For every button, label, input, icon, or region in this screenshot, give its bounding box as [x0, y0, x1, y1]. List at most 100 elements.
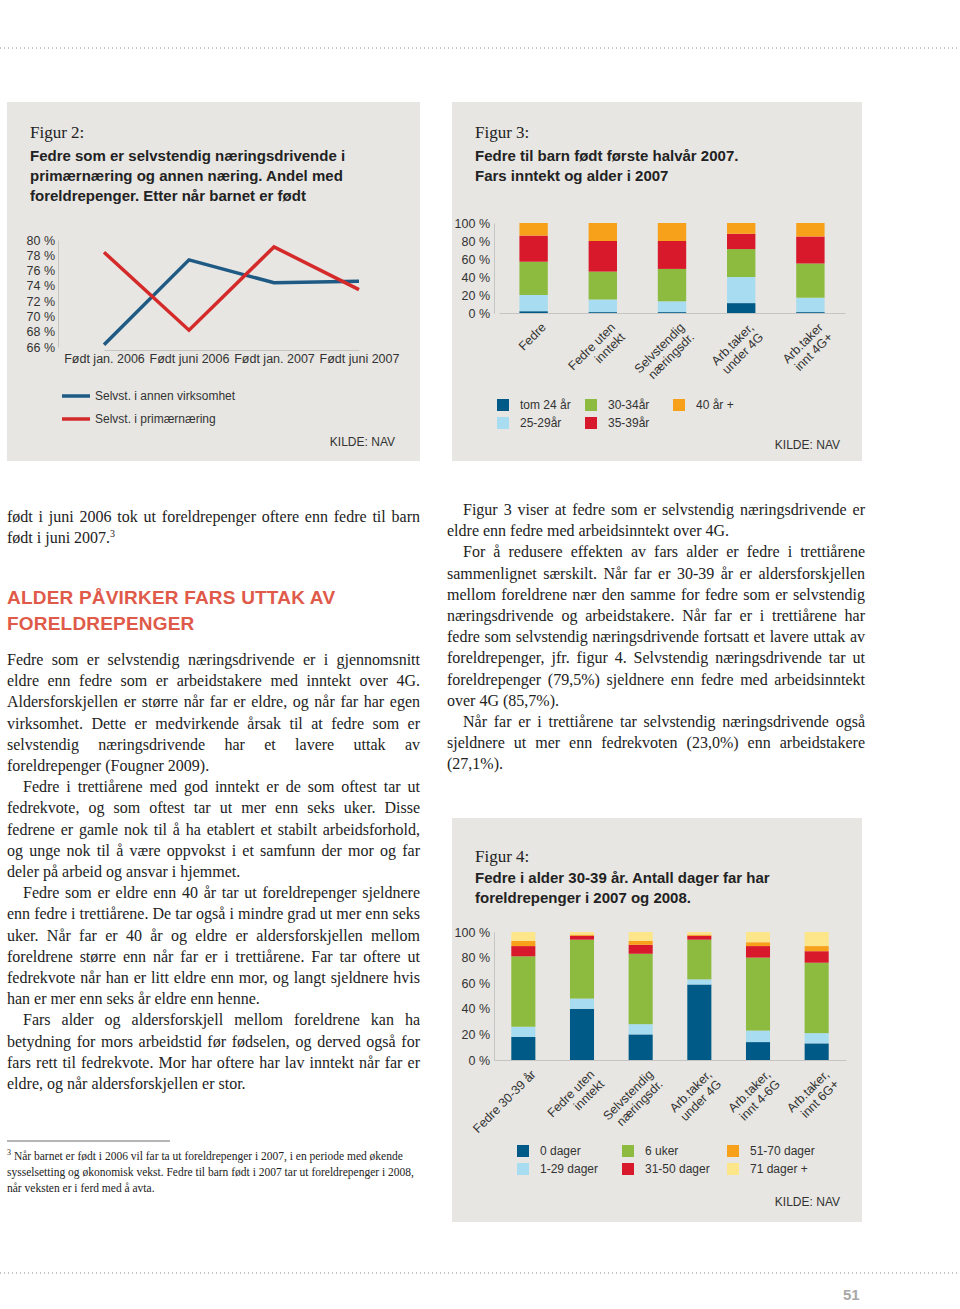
- y-tick: 40 %: [462, 271, 495, 285]
- legend-swatch: [585, 399, 597, 411]
- x-tick-label: Arb.taker,innt 4-6G: [726, 1067, 783, 1124]
- subtitle-line: primærnæring og annen næring. Andel med: [30, 167, 343, 184]
- bar-segment: [746, 1031, 770, 1043]
- x-tick-label: Arb.taker,innt 6G+: [784, 1067, 841, 1124]
- bar-segment: [746, 946, 770, 958]
- bar-segment: [570, 936, 594, 940]
- label-line: Fedre: [516, 320, 549, 353]
- legend-label: 25-29år: [520, 416, 561, 430]
- figure: Figur 3:Fedre til barn født første halvå…: [452, 102, 862, 461]
- bar-segment: [589, 272, 617, 300]
- y-tick: 80 %: [462, 951, 495, 965]
- y-axis: 0 % 20 % 40 % 60 % 80 % 100 %: [455, 217, 495, 321]
- paragraph: Fedre som er selvstendig næringsdrivende…: [7, 649, 420, 776]
- subtitle-line: Fedre i alder 30-39 år. Antall dager far…: [475, 869, 770, 886]
- label-line: under 4G: [719, 330, 766, 377]
- figure-background: [452, 102, 862, 461]
- legend-swatch: [62, 417, 90, 421]
- bar-segment: [511, 941, 535, 946]
- bar-segment: [629, 945, 653, 954]
- paragraph: Fedre som er eldre enn 40 år tar ut fore…: [7, 882, 420, 1009]
- bar-segment: [746, 1042, 770, 1060]
- y-tick-label: 80 %: [462, 951, 491, 965]
- plot-marks: [511, 932, 828, 1060]
- y-tick: 80 %: [462, 235, 495, 249]
- label-line: under 4G: [678, 1077, 725, 1124]
- paragraph: Når far er i trettiårene tar selvstendig…: [447, 711, 865, 775]
- figure: Figur 4:Fedre i alder 30-39 år. Antall d…: [452, 818, 862, 1222]
- x-axis: Født jan. 2006Født juni 2006Født jan. 20…: [64, 350, 399, 366]
- paragraph-text: Figur 3 viser at fedre som er selvstendi…: [447, 501, 865, 539]
- bar-segment: [570, 932, 594, 935]
- y-tick: 60 %: [462, 253, 495, 267]
- paragraph: født i juni 2006 tok ut foreldrepenger o…: [7, 506, 420, 548]
- legend-item: 31-50 dager: [622, 1162, 710, 1176]
- bar-segment: [746, 932, 770, 942]
- label-line: inntekt: [571, 1077, 607, 1113]
- legend-label: 40 år +: [696, 398, 734, 412]
- paragraph-text: For å redusere effekten av fars alder er…: [447, 543, 865, 708]
- y-tick: 0 %: [468, 1054, 494, 1068]
- plot-marks: [104, 247, 359, 345]
- x-tick: Fedre 30-39 år: [470, 1060, 538, 1136]
- x-tick: Født juni 2007: [320, 350, 400, 366]
- axis-line: [500, 313, 846, 314]
- legend-swatch: [497, 417, 509, 429]
- y-tick-label: 68 %: [27, 325, 56, 339]
- x-tick-label: Fedre uteninntekt: [545, 1067, 608, 1130]
- bar-segment: [658, 301, 686, 312]
- bar-segment: [570, 940, 594, 999]
- y-tick-label: 0 %: [468, 1054, 490, 1068]
- legend-item: 25-29år: [497, 416, 561, 430]
- x-tick: Arb.taker,under 4G: [667, 1060, 724, 1125]
- x-tick: Arb.taker,under 4G: [709, 313, 766, 378]
- bar-segment: [796, 298, 824, 312]
- figure: Figur 2:Fedre som er selvstendig nærings…: [7, 102, 420, 461]
- legend-label: 71 dager +: [750, 1162, 808, 1176]
- legend-swatch: [622, 1163, 634, 1175]
- label-line: innt 4-6G: [737, 1077, 783, 1123]
- y-tick: 78 %: [27, 249, 59, 263]
- figure-background: [7, 102, 420, 461]
- x-tick: Selvstendignæringsdr.: [632, 313, 697, 386]
- bar-segment: [589, 223, 617, 241]
- y-tick-label: 20 %: [462, 289, 491, 303]
- y-tick: 68 %: [27, 325, 59, 339]
- paragraph-text: Fedre som er selvstendig næringsdrivende…: [7, 651, 420, 774]
- paragraph-text: Fars alder og aldersforskjell mellom for…: [7, 1011, 420, 1092]
- x-tick-label: Født juni 2007: [320, 352, 400, 366]
- axis-line: [58, 241, 59, 348]
- source-note: KILDE: NAV: [775, 1195, 840, 1209]
- legend-item: 6 uker: [622, 1144, 678, 1158]
- paragraph: For å redusere effekten av fars alder er…: [447, 541, 865, 711]
- y-tick-label: 0 %: [468, 307, 490, 321]
- x-tick-label: Selvstendignæringsdr.: [632, 320, 697, 385]
- label-line: næringsdr.: [645, 330, 697, 382]
- bar-segment: [519, 262, 547, 295]
- y-tick: 100 %: [455, 217, 494, 231]
- legend-swatch: [673, 399, 685, 411]
- bar-segment: [687, 940, 711, 980]
- y-tick-label: 80 %: [462, 235, 491, 249]
- y-tick-label: 74 %: [27, 279, 56, 293]
- figure-background: [452, 818, 862, 1222]
- legend-label: 51-70 dager: [750, 1144, 815, 1158]
- legend-swatch: [517, 1145, 529, 1157]
- y-axis: 0 %20 %40 %60 %80 %100 %: [455, 926, 495, 1068]
- legend-item: 51-70 dager: [727, 1144, 815, 1158]
- figure-subtitle: Fedre i alder 30-39 år. Antall dager far…: [475, 869, 770, 906]
- legend-swatch: [622, 1145, 634, 1157]
- page-number: 51: [843, 1286, 860, 1303]
- y-tick: 20 %: [462, 289, 495, 303]
- y-tick-label: 40 %: [462, 271, 491, 285]
- bar-segment: [727, 303, 755, 313]
- source-note: KILDE: NAV: [330, 435, 395, 449]
- paragraph-text: Når far er i trettiårene tar selvstendig…: [447, 713, 865, 772]
- axis-line: [105, 350, 360, 351]
- subtitle-line: foreldrepenger. Etter når barnet er født: [30, 187, 306, 204]
- paragraph-text: Fedre som er eldre enn 40 år tar ut fore…: [7, 884, 420, 1007]
- x-tick: Arb.taker,innt 6G+: [784, 1060, 841, 1125]
- y-tick-label: 80 %: [27, 234, 56, 248]
- source-note: KILDE: NAV: [775, 438, 840, 452]
- bar-segment: [805, 1043, 829, 1060]
